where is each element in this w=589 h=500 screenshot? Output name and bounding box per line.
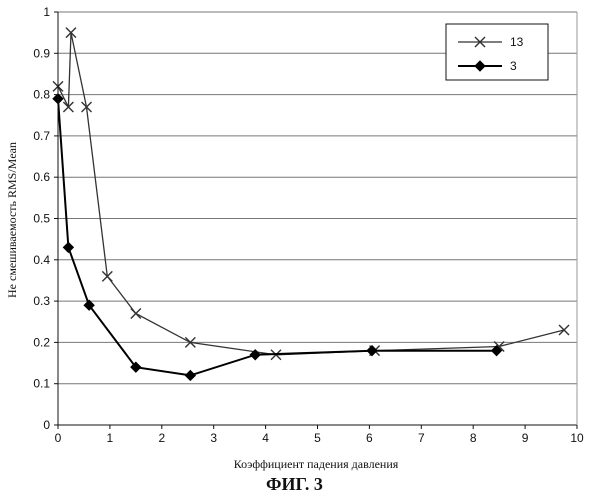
figure-caption: ФИГ. 3	[0, 474, 589, 495]
legend-label-13: 13	[510, 35, 524, 49]
y-tick-label-8: 0.8	[33, 88, 50, 102]
x-tick-label-2: 2	[158, 431, 165, 445]
x-tick-label-3: 3	[210, 431, 217, 445]
x-tick-label-7: 7	[418, 431, 425, 445]
legend-label-3: 3	[510, 59, 517, 73]
legend-box	[446, 24, 548, 80]
y-tick-label-2: 0.2	[33, 335, 50, 349]
x-tick-label-8: 8	[470, 431, 477, 445]
line-chart: 0 1 2 3 4 5 6 7 8 9 10 0 0.1 0.2 0.3 0.4 0.5 0.6 0.7 0.8 0.9…	[0, 0, 589, 474]
x-tick-label-6: 6	[366, 431, 373, 445]
x-tick-label-0: 0	[55, 431, 62, 445]
x-tick-label-1: 1	[107, 431, 114, 445]
data-point-3-1	[63, 242, 73, 252]
x-tick-label-4: 4	[262, 431, 269, 445]
y-tick-label-9: 0.9	[33, 46, 50, 60]
legend: 13 3	[446, 24, 548, 80]
y-tick-label-6: 0.6	[33, 170, 50, 184]
y-tick-label-1: 0.1	[33, 377, 50, 391]
y-tick-label-7: 0.7	[33, 129, 50, 143]
y-tick-label-0: 0	[43, 418, 50, 432]
x-tick-label-10: 10	[570, 431, 584, 445]
data-point-13-10	[559, 325, 569, 335]
y-tick-label-3: 0.3	[33, 294, 50, 308]
y-axis-label: Не смешиваемость RMS/Mean	[5, 142, 19, 298]
series-layer	[53, 28, 569, 381]
data-point-3-4	[185, 370, 195, 380]
series-line-13	[58, 33, 564, 355]
y-tick-label-4: 0.4	[33, 253, 50, 267]
data-point-3-6	[367, 346, 377, 356]
data-point-13-5	[131, 308, 141, 318]
x-tick-label-9: 9	[522, 431, 529, 445]
y-tick-label-5: 0.5	[33, 212, 50, 226]
x-tick-label-5: 5	[314, 431, 321, 445]
y-tick-label-10: 1	[43, 5, 50, 19]
series-line-3	[58, 99, 497, 376]
x-axis-label: Коэффициент падения давления	[234, 457, 399, 471]
